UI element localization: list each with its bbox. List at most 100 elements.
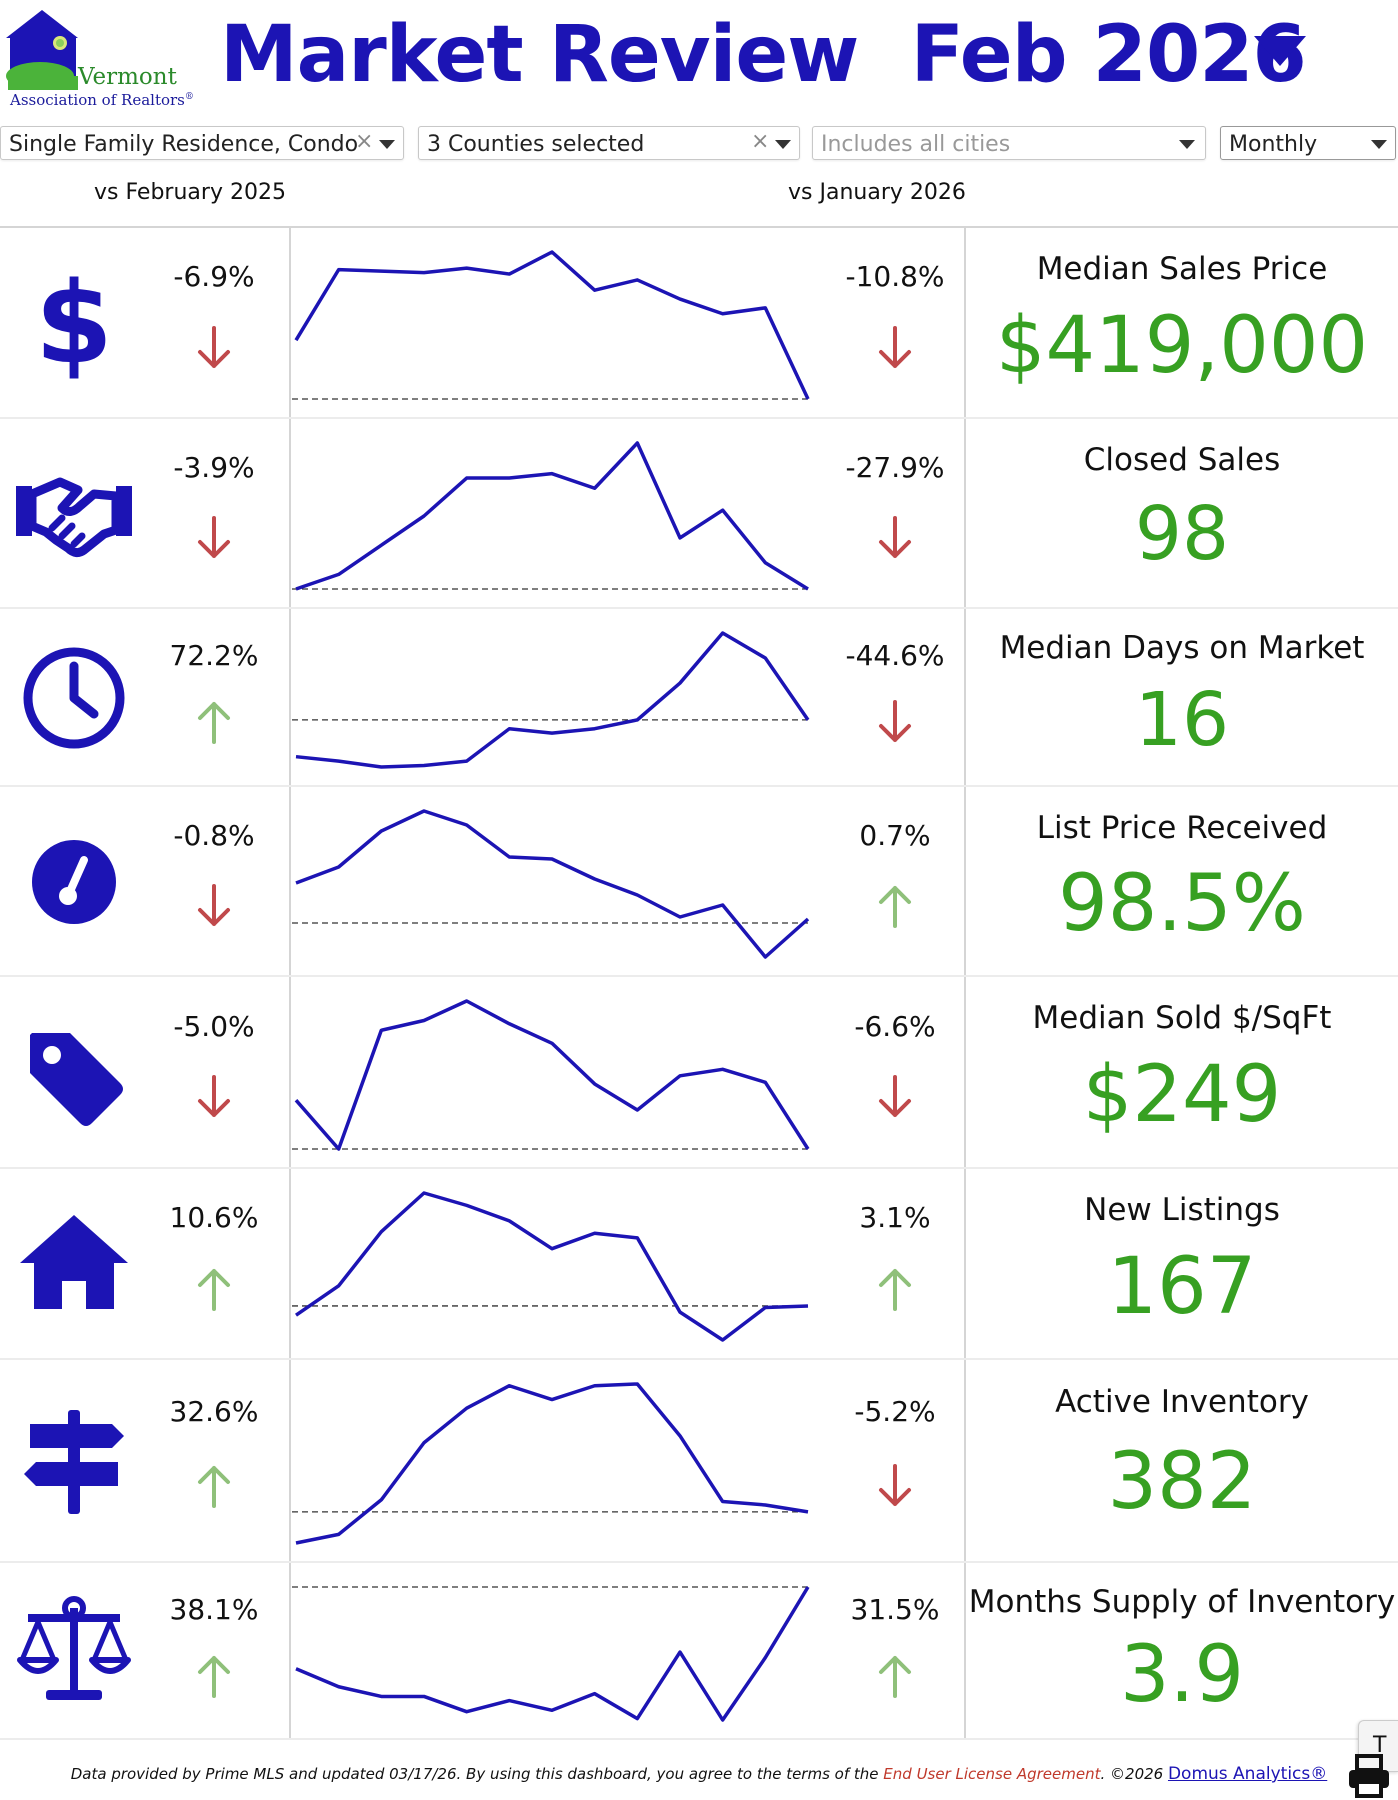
trend-sparkline [292, 809, 812, 959]
yoy-change: 72.2% [169, 639, 259, 673]
trend-sparkline [292, 250, 812, 400]
footer-copyright: . ©2026 [1100, 1765, 1168, 1783]
yoy-change: -3.9% [173, 451, 255, 485]
mom-change: 31.5% [850, 1593, 940, 1627]
arrow-down-icon [875, 514, 915, 562]
metric-value: $419,000 [995, 300, 1369, 391]
arrow-down-icon [875, 698, 915, 746]
row-divider [0, 975, 1398, 977]
row-divider [0, 1738, 1398, 1740]
interval-chevron-down-icon[interactable] [1371, 140, 1387, 149]
metric-label: List Price Received [1036, 809, 1328, 846]
print-icon[interactable] [1346, 1752, 1392, 1798]
trend-sparkline [292, 631, 812, 769]
metric-label: Median Days on Market [999, 630, 1365, 667]
yoy-change: -0.8% [173, 819, 255, 853]
logo-line1: Vermont [78, 64, 177, 90]
arrow-down-icon [875, 324, 915, 372]
header: Vermont Association of Realtors® Market … [0, 0, 1398, 122]
county-select[interactable]: 3 Counties selected × [418, 126, 800, 160]
metric-value: 16 [1134, 676, 1230, 763]
metric-value: 98.5% [1058, 859, 1306, 950]
metric-value: $249 [1082, 1049, 1282, 1140]
house-logo-icon [6, 10, 78, 90]
metric-row: 10.6% 3.1% New Listings 167 [0, 1169, 1398, 1360]
yoy-change: -5.0% [173, 1009, 255, 1043]
metric-value: 98 [1134, 491, 1230, 578]
clock-icon [23, 647, 125, 749]
title-period: Feb 2026 [910, 10, 1307, 100]
metric-label: Months Supply of Inventory [968, 1584, 1396, 1621]
dollar-icon: $ [35, 259, 113, 382]
footer: Data provided by Prime MLS and updated 0… [0, 1764, 1398, 1784]
property-type-chevron-down-icon[interactable] [379, 140, 395, 149]
eula-link[interactable]: End User License Agreement [883, 1765, 1101, 1783]
price-tag-icon [30, 1033, 123, 1126]
interval-value: Monthly [1229, 132, 1318, 157]
yoy-change: 38.1% [169, 1593, 259, 1627]
signpost-icon [24, 1409, 124, 1514]
mom-change: 0.7% [859, 819, 931, 853]
mom-change: -6.6% [854, 1009, 936, 1043]
metric-row: -0.8% 0.7% List Price Received 98.5% [0, 787, 1398, 977]
metric-row: -3.9% -27.9% Closed Sales 98 [0, 419, 1398, 609]
gauge-icon [32, 840, 116, 924]
metric-value: 3.9 [1119, 1630, 1245, 1721]
row-divider [0, 1167, 1398, 1169]
house-icon [20, 1214, 128, 1309]
column-divider-left [289, 228, 291, 1740]
arrow-up-icon [194, 1652, 234, 1700]
metric-row: -5.0% -6.6% Median Sold $/SqFt $249 [0, 977, 1398, 1169]
mom-change: -44.6% [845, 639, 945, 673]
county-chevron-down-icon[interactable] [775, 140, 791, 149]
mom-change: 3.1% [859, 1201, 931, 1235]
metric-value: 167 [1107, 1241, 1257, 1332]
arrow-up-icon [194, 1265, 234, 1313]
yoy-column-header: vs February 2025 [94, 180, 286, 205]
logo-line2-text: Association of Realtors [10, 91, 185, 109]
arrow-down-icon [875, 1462, 915, 1510]
row-divider [0, 607, 1398, 609]
trend-sparkline [292, 1191, 812, 1342]
city-chevron-down-icon[interactable] [1179, 140, 1195, 149]
arrow-down-icon [194, 324, 234, 372]
arrow-up-icon [194, 698, 234, 746]
column-divider-right [964, 228, 966, 1740]
trend-sparkline [292, 441, 812, 591]
logo-line2: Association of Realtors® [10, 91, 194, 109]
sparkline-series [295, 441, 809, 591]
yoy-change: 10.6% [169, 1201, 259, 1235]
property-type-clear-icon[interactable]: × [355, 129, 374, 154]
interval-select[interactable]: Monthly [1220, 126, 1396, 160]
realtors-logo: Vermont Association of Realtors® [0, 6, 194, 109]
trend-sparkline [292, 999, 812, 1151]
balance-scale-icon [17, 1595, 131, 1700]
arrow-down-icon [194, 514, 234, 562]
arrow-down-icon [194, 1073, 234, 1121]
property-type-select[interactable]: Single Family Residence, Condo × [0, 126, 404, 160]
row-divider [0, 417, 1398, 419]
domus-analytics-link[interactable]: Domus Analytics® [1167, 1764, 1328, 1784]
period-dropdown-caret-icon[interactable] [1252, 32, 1308, 72]
row-divider [0, 785, 1398, 787]
metric-label: Closed Sales [1083, 441, 1281, 478]
row-divider [0, 1358, 1398, 1360]
trend-sparkline [292, 1382, 812, 1545]
sparkline-series [295, 1191, 809, 1342]
sparkline-series [295, 631, 810, 769]
metric-value: 382 [1107, 1437, 1257, 1528]
metric-row: 72.2% -44.6% Median Days on Market 16 [0, 609, 1398, 787]
metric-row: $ -6.9% -10.8% Median Sales Price $419,000 [0, 228, 1398, 419]
arrow-up-icon [875, 1652, 915, 1700]
city-select[interactable]: Includes all cities [812, 126, 1206, 160]
county-value: 3 Counties selected [427, 132, 645, 157]
sparkline-series [294, 999, 810, 1151]
page-title: Market Review Feb 2026 [220, 0, 1307, 110]
metric-label: New Listings [1084, 1191, 1280, 1228]
sparkline-series [295, 809, 810, 959]
sparkline-series [294, 250, 810, 400]
mom-column-header: vs January 2026 [788, 180, 966, 205]
county-clear-icon[interactable]: × [751, 129, 770, 154]
sparkline-series [295, 1382, 809, 1545]
metric-label: Median Sales Price [1036, 250, 1328, 287]
